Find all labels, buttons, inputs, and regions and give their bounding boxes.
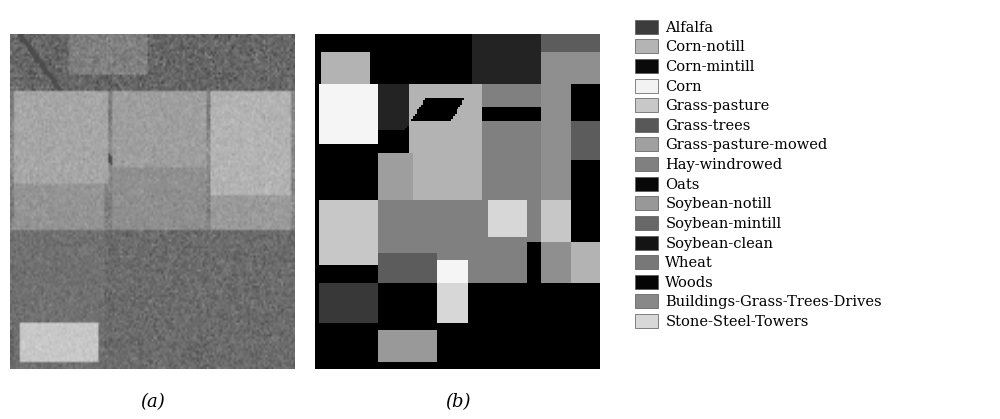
Text: (a): (a) [140,393,165,411]
Legend: Alfalfa, Corn-notill, Corn-mintill, Corn, Grass-pasture, Grass-trees, Grass-past: Alfalfa, Corn-notill, Corn-mintill, Corn… [635,20,882,329]
Text: (b): (b) [445,393,470,411]
